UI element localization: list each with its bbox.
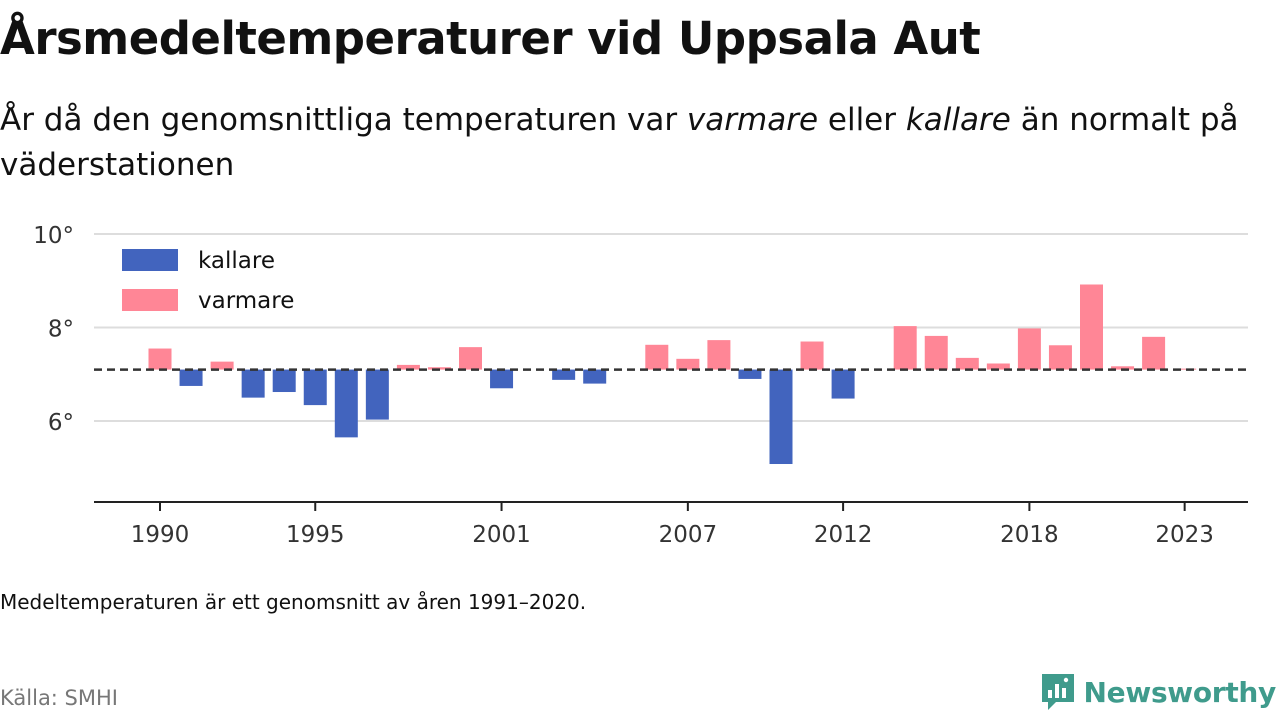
x-tick-label: 2001 xyxy=(472,522,531,548)
subtitle-text-2: eller xyxy=(818,102,906,138)
bar-2006 xyxy=(645,344,669,370)
bar-2016 xyxy=(955,357,979,370)
brand-logo: Newsworthy xyxy=(1040,672,1276,712)
y-tick-label: 10° xyxy=(33,223,74,249)
bar-2023 xyxy=(1173,368,1197,370)
bar-chart-speech-bubble-icon xyxy=(1041,674,1074,710)
bar-2008 xyxy=(707,340,731,370)
legend-label-kallare: kallare xyxy=(198,248,275,274)
y-tick-label: 8° xyxy=(48,317,74,343)
x-tick-label: 1995 xyxy=(286,522,345,548)
bar-2022 xyxy=(1142,336,1166,370)
x-tick-label: 2012 xyxy=(814,522,873,548)
y-tick-label: 6° xyxy=(48,410,74,436)
bar-1996 xyxy=(334,369,358,438)
bar-1998 xyxy=(396,364,420,370)
grid-layer xyxy=(94,233,1248,422)
bar-2014 xyxy=(893,326,917,370)
bar-1997 xyxy=(365,369,389,420)
bar-2015 xyxy=(924,335,948,370)
bar-2012 xyxy=(831,369,855,399)
x-tick-label: 2018 xyxy=(1000,522,1059,548)
x-tick-label: 1990 xyxy=(131,522,190,548)
axis-layer: 6° 8° 10° 1990 1995 2001 2007 2012 2018 2023 xyxy=(33,223,1248,548)
subtitle-warm-word: varmare xyxy=(686,102,819,138)
bar-1991 xyxy=(179,369,203,386)
bar-1990 xyxy=(148,348,172,370)
bar-2004 xyxy=(583,369,607,384)
chart-title: Årsmedeltemperaturer vid Uppsala Aut xyxy=(0,12,981,65)
bar-2017 xyxy=(986,363,1010,370)
legend-swatch-varmare xyxy=(122,289,178,311)
legend: kallare varmare xyxy=(122,248,294,314)
bar-1992 xyxy=(210,361,234,370)
bar-2011 xyxy=(800,341,824,370)
subtitle-text-3: än normalt på väderstationen xyxy=(0,102,1239,183)
bar-2021 xyxy=(1111,366,1135,370)
bar-layer xyxy=(148,284,1197,465)
chart-subtitle: År då den genomsnittliga temperaturen va… xyxy=(0,98,1270,188)
legend-swatch-kallare xyxy=(122,249,178,271)
bar-2007 xyxy=(676,358,700,370)
bar-2020 xyxy=(1080,284,1103,370)
bar-2000 xyxy=(459,347,482,370)
bar-1995 xyxy=(303,369,327,406)
source-credit: Källa: SMHI xyxy=(0,686,118,710)
legend-label-varmare: varmare xyxy=(198,288,294,314)
x-tick-label: 2023 xyxy=(1155,522,1214,548)
bar-2001 xyxy=(490,369,514,389)
bar-2003 xyxy=(552,369,576,380)
subtitle-text-1: År då den genomsnittliga temperaturen va… xyxy=(0,102,687,138)
bar-2010 xyxy=(769,369,793,465)
bar-1993 xyxy=(241,369,265,398)
x-tick-label: 2007 xyxy=(659,522,718,548)
bar-chart: 6° 8° 10° 1990 1995 2001 2007 2012 2018 2023 kall… xyxy=(0,200,1280,570)
footnote: Medeltemperaturen är ett genomsnitt av å… xyxy=(0,590,587,614)
bar-2019 xyxy=(1048,345,1072,370)
bar-2009 xyxy=(738,369,762,379)
brand-name: Newsworthy xyxy=(1083,675,1277,709)
bar-1994 xyxy=(272,369,296,393)
subtitle-cold-word: kallare xyxy=(905,102,1011,138)
chart-svg: 6° 8° 10° 1990 1995 2001 2007 2012 2018 2023 kall… xyxy=(33,223,1248,548)
bar-2018 xyxy=(1017,328,1041,370)
